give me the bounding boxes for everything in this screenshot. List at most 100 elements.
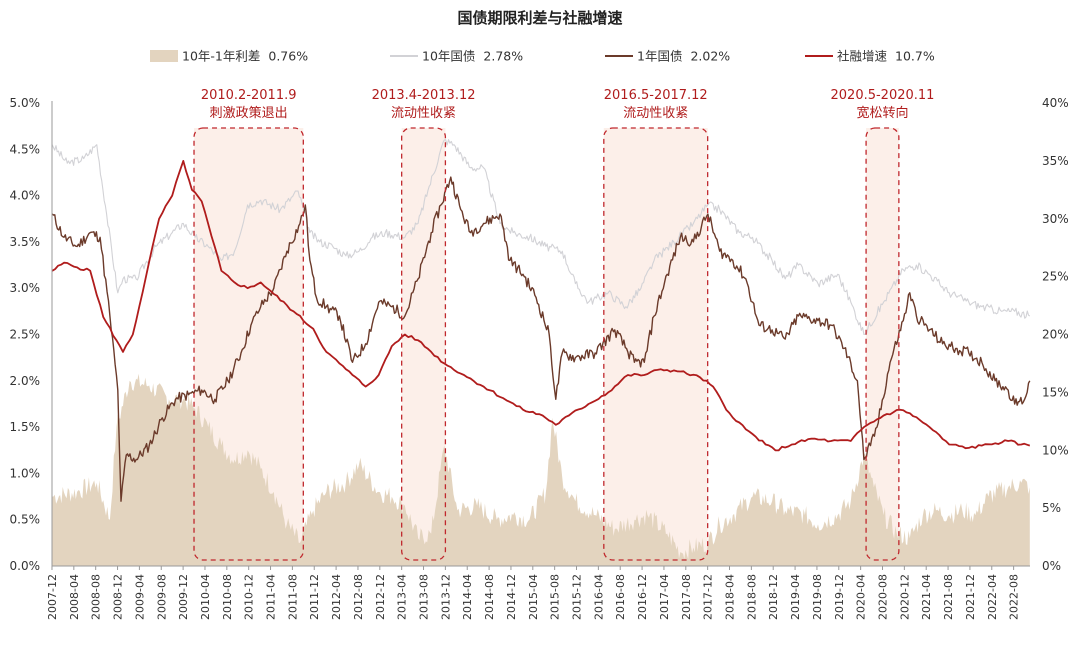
y-right-tick-label: 40% [1042, 96, 1069, 110]
chart-title: 国债期限利差与社融增速 [457, 9, 622, 27]
y-right-tick-label: 35% [1042, 154, 1069, 168]
x-tick-label: 2011-08 [286, 574, 299, 620]
legend: 10年-1年利差 0.76% 10年国债 2.78% 1年国债 2.02% 社融增速 10.7… [150, 49, 935, 64]
annotation-label-1: 2013.4-2013.12 [372, 88, 476, 103]
x-tick-label: 2012-04 [330, 574, 343, 620]
legend-item-spread: 10年-1年利差 0.76% [150, 49, 308, 64]
legend-item-y1: 1年国债 2.02% [605, 49, 730, 64]
annotation-sublabel-3: 宽松转向 [856, 105, 908, 121]
y-left-tick-label: 1.5% [10, 420, 41, 434]
annotation-label-3: 2020.5-2020.11 [831, 88, 935, 103]
legend-swatch-spread [150, 50, 178, 62]
x-tick-label: 2014-12 [505, 574, 518, 620]
series-spread-area [52, 373, 1030, 566]
x-tick-label: 2021-08 [942, 574, 955, 620]
x-tick-label: 2019-08 [811, 574, 824, 620]
x-tick-label: 2015-12 [571, 574, 584, 620]
x-tick-label: 2009-08 [155, 574, 168, 620]
x-tick-label: 2017-12 [702, 574, 715, 620]
y-left-tick-label: 4.0% [10, 189, 41, 203]
x-tick-label: 2008-12 [112, 574, 125, 620]
annotation-region-2 [603, 128, 708, 560]
y-right-tick-label: 10% [1042, 443, 1069, 457]
legend-value-tsf: 10.7% [895, 49, 935, 64]
y-left-tick-label: 3.5% [10, 235, 41, 249]
axes: 0.0% 0.5% 1.0% 1.5% 2.0% 2.5% 3.0% 3.5% 4.0% 4.5%… [10, 96, 1069, 620]
x-tick-label: 2020-04 [855, 574, 868, 620]
x-tick-label: 2013-12 [439, 574, 452, 620]
legend-value-y10: 2.78% [483, 49, 523, 64]
x-tick-label: 2014-08 [483, 574, 496, 620]
x-tick-label: 2016-12 [636, 574, 649, 620]
x-tick-label: 2020-12 [898, 574, 911, 620]
y-left-tick-label: 2.0% [10, 374, 41, 388]
legend-value-spread: 0.76% [268, 49, 308, 64]
annotation-shading [194, 128, 899, 560]
y-left-tick-label: 4.5% [10, 142, 41, 156]
x-tick-label: 2018-04 [724, 574, 737, 620]
legend-label-y10: 10年国债 [422, 49, 475, 64]
annotation-box-0 [193, 127, 304, 561]
y-left-tick-label: 0.0% [10, 559, 41, 573]
legend-label-y1: 1年国债 [637, 49, 682, 64]
x-tick-label: 2015-08 [549, 574, 562, 620]
x-tick-label: 2009-12 [177, 574, 190, 620]
y-left-tick-label: 0.5% [10, 513, 41, 527]
legend-label-spread: 10年-1年利差 [182, 49, 260, 64]
x-tick-label: 2019-12 [833, 574, 846, 620]
x-tick-label: 2012-08 [352, 574, 365, 620]
annotation-sublabel-0: 刺激政策退出 [210, 105, 288, 121]
series-tsf-line [51, 160, 1031, 452]
x-tick-label: 2018-08 [745, 574, 758, 620]
x-tick-label: 2021-04 [920, 574, 933, 620]
x-tick-label: 2007-12 [46, 574, 59, 620]
y-right-tick-label: 0% [1042, 559, 1061, 573]
y-right-tick-label: 15% [1042, 385, 1069, 399]
x-tick-label: 2019-04 [789, 574, 802, 620]
legend-item-y10: 10年国债 2.78% [390, 49, 523, 64]
x-tick-label: 2012-12 [374, 574, 387, 620]
x-tick-label: 2010-04 [199, 574, 212, 620]
x-tick-label: 2010-08 [221, 574, 234, 620]
x-tick-label: 2016-08 [614, 574, 627, 620]
annotation-label-2: 2016.5-2017.12 [604, 88, 708, 103]
y-right-tick-label: 30% [1042, 212, 1069, 226]
x-tick-label: 2014-04 [461, 574, 474, 620]
annotation-sublabel-1: 流动性收紧 [391, 106, 456, 121]
x-tick-label: 2010-12 [243, 574, 256, 620]
x-tick-label: 2013-08 [418, 574, 431, 620]
legend-label-tsf: 社融增速 [837, 49, 888, 64]
annotation-box-2 [603, 127, 709, 561]
annotation-box-1 [401, 127, 447, 561]
x-tick-label: 2021-12 [964, 574, 977, 620]
legend-value-y1: 2.02% [690, 49, 730, 64]
x-tick-label: 2018-12 [767, 574, 780, 620]
series-y1-line [51, 176, 1031, 502]
legend-item-tsf: 社融增速 10.7% [805, 49, 935, 64]
x-tick-label: 2008-04 [68, 574, 81, 620]
y-right-tick-label: 25% [1042, 270, 1069, 284]
x-tick-label: 2020-08 [877, 574, 890, 620]
x-tick-label: 2022-08 [1008, 574, 1021, 620]
annotation-sublabel-2: 流动性收紧 [623, 106, 688, 121]
x-tick-label: 2017-08 [680, 574, 693, 620]
x-tick-label: 2022-04 [986, 574, 999, 620]
x-tick-label: 2009-04 [133, 574, 146, 620]
x-tick-label: 2017-04 [658, 574, 671, 620]
x-tick-label: 2011-04 [265, 574, 278, 620]
annotation-label-0: 2010.2-2011.9 [201, 88, 297, 103]
x-tick-label: 2015-04 [527, 574, 540, 620]
y-left-tick-label: 1.0% [10, 466, 41, 480]
annotation-boxes: 2010.2-2011.9 刺激政策退出 2013.4-2013.12 流动性收紧 20… [193, 88, 935, 561]
y-right-tick-label: 5% [1042, 501, 1061, 515]
y-left-tick-label: 3.0% [10, 281, 41, 295]
annotation-box-3 [865, 127, 900, 561]
y-left-tick-label: 2.5% [10, 328, 41, 342]
spread-area-layer [52, 373, 1030, 566]
x-tick-label: 2013-04 [396, 574, 409, 620]
x-tick-label: 2008-08 [90, 574, 103, 620]
x-tick-label: 2011-12 [308, 574, 321, 620]
y-right-tick-label: 20% [1042, 328, 1069, 342]
x-tick-label: 2016-04 [592, 574, 605, 620]
